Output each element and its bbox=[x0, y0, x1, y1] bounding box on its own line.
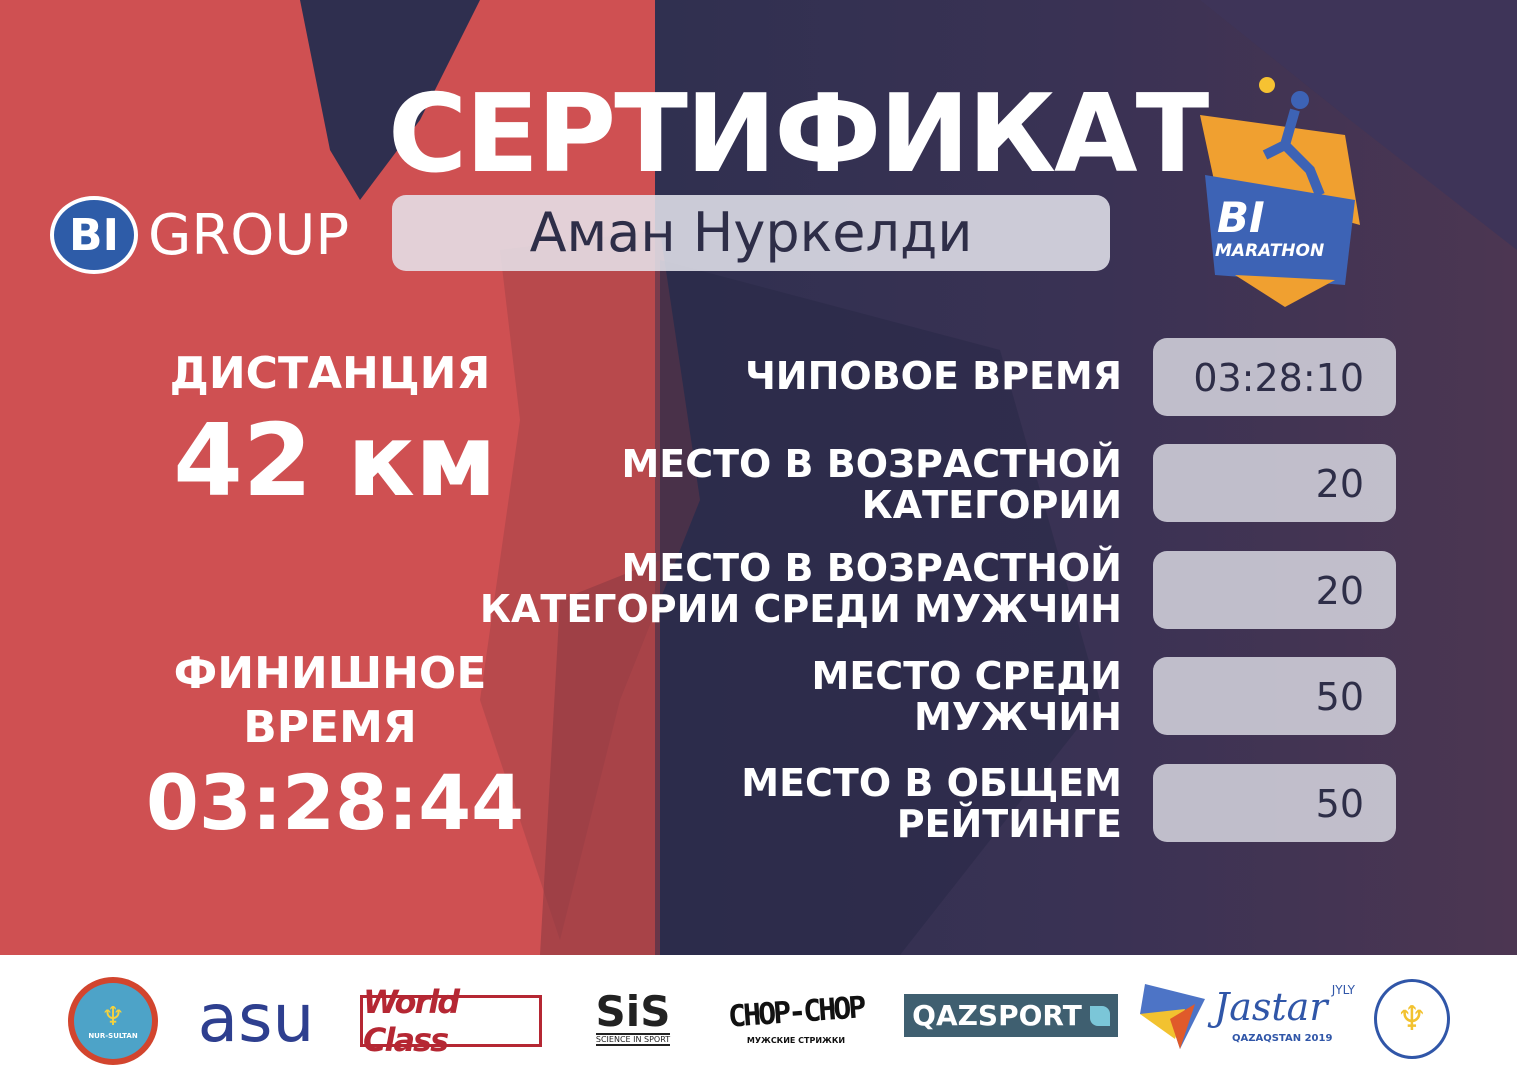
bi-logo-word: GROUP bbox=[148, 202, 350, 268]
emblem-icon: ♆ bbox=[101, 1002, 125, 1032]
chop-subtext: МУЖСКИЕ СТРИЖКИ bbox=[746, 1036, 846, 1045]
marathon-logo-word: MARATHON bbox=[1215, 241, 1325, 261]
certificate-title: СЕРТИФИКАТ bbox=[388, 72, 1209, 197]
chip-time-label: ЧИПОВОЕ ВРЕМЯ bbox=[522, 356, 1122, 397]
result-label-line: МЕСТО В ВОЗРАСТНОЙ bbox=[621, 546, 1122, 590]
world-class-logo: World Class bbox=[360, 983, 542, 1059]
men-place-label: МЕСТО СРЕДИ МУЖЧИН bbox=[522, 656, 1122, 738]
result-label-line: РЕЙТИНГЕ bbox=[896, 802, 1122, 846]
ministry-emblem: ♆ bbox=[1374, 979, 1450, 1059]
bi-group-logo: BI GROUP bbox=[50, 196, 349, 274]
sponsor-bar: ♆ NUR-SULTAN asu World Class SiS SCIENCE… bbox=[0, 955, 1517, 1080]
emblem-figure-icon: ♆ bbox=[1396, 999, 1428, 1039]
sis-text: SiS bbox=[595, 986, 671, 1036]
result-label-line: КАТЕГОРИИ СРЕДИ МУЖЧИН bbox=[479, 587, 1122, 631]
participant-name: Аман Нуркелди bbox=[392, 195, 1110, 271]
chop-text: CHOP-CHOP bbox=[727, 990, 865, 1035]
emblem-text: NUR-SULTAN bbox=[88, 1032, 138, 1040]
chip-time-value: 03:28:10 bbox=[1153, 338, 1396, 416]
age-category-place-label: МЕСТО В ВОЗРАСТНОЙ КАТЕГОРИИ bbox=[522, 444, 1122, 526]
age-category-men-place-label: МЕСТО В ВОЗРАСТНОЙ КАТЕГОРИИ СРЕДИ МУЖЧИН bbox=[422, 548, 1122, 630]
finish-time-label-1: ФИНИШНОЕ bbox=[173, 648, 487, 699]
overall-place-value: 50 bbox=[1153, 764, 1396, 842]
nur-sultan-emblem: ♆ NUR-SULTAN bbox=[68, 977, 158, 1065]
finish-time-value: 03:28:44 bbox=[145, 758, 525, 847]
asu-logo: asu bbox=[197, 979, 315, 1057]
marathon-logo-mark: BI bbox=[1217, 193, 1265, 242]
jastar-subtext: QAZAQSTAN 2019 bbox=[1232, 1033, 1333, 1044]
bi-marathon-logo: BI MARATHON bbox=[1195, 75, 1365, 310]
sis-logo: SiS SCIENCE IN SPORT bbox=[572, 987, 694, 1049]
age-category-men-place-value: 20 bbox=[1153, 551, 1396, 629]
overall-place-label: МЕСТО В ОБЩЕМ РЕЙТИНГЕ bbox=[522, 763, 1122, 845]
result-label-line: КАТЕГОРИИ bbox=[861, 483, 1122, 527]
distance-label: ДИСТАНЦИЯ bbox=[169, 348, 491, 399]
jastar-text: Jastar bbox=[1214, 985, 1328, 1029]
result-label-line: МУЖЧИН bbox=[914, 695, 1122, 739]
jyly-text: JYLY bbox=[1331, 983, 1355, 997]
age-category-place-value: 20 bbox=[1153, 444, 1396, 522]
jastar-wing-icon bbox=[1140, 984, 1205, 1049]
chop-chop-logo: CHOP-CHOP МУЖСКИЕ СТРИЖКИ bbox=[712, 985, 880, 1055]
distance-value: 42 км bbox=[173, 402, 497, 519]
qazsport-text: QAZSPORT bbox=[912, 999, 1082, 1032]
result-label-line: ЧИПОВОЕ ВРЕМЯ bbox=[745, 354, 1122, 398]
qazsport-mark-icon bbox=[1089, 1005, 1110, 1026]
sis-subtext: SCIENCE IN SPORT bbox=[595, 1032, 671, 1046]
result-label-line: МЕСТО СРЕДИ bbox=[811, 654, 1122, 698]
runner-silhouette-graphic bbox=[300, 0, 1517, 955]
men-place-value: 50 bbox=[1153, 657, 1396, 735]
jastar-jyly-logo: Jastar JYLY QAZAQSTAN 2019 bbox=[1140, 979, 1355, 1055]
result-label-line: МЕСТО В ОБЩЕМ bbox=[741, 761, 1122, 805]
qazsport-logo: QAZSPORT bbox=[904, 994, 1118, 1037]
finish-time-label-2: ВРЕМЯ bbox=[243, 702, 417, 753]
bi-logo-mark: BI bbox=[50, 196, 138, 274]
result-label-line: МЕСТО В ВОЗРАСТНОЙ bbox=[621, 442, 1122, 486]
